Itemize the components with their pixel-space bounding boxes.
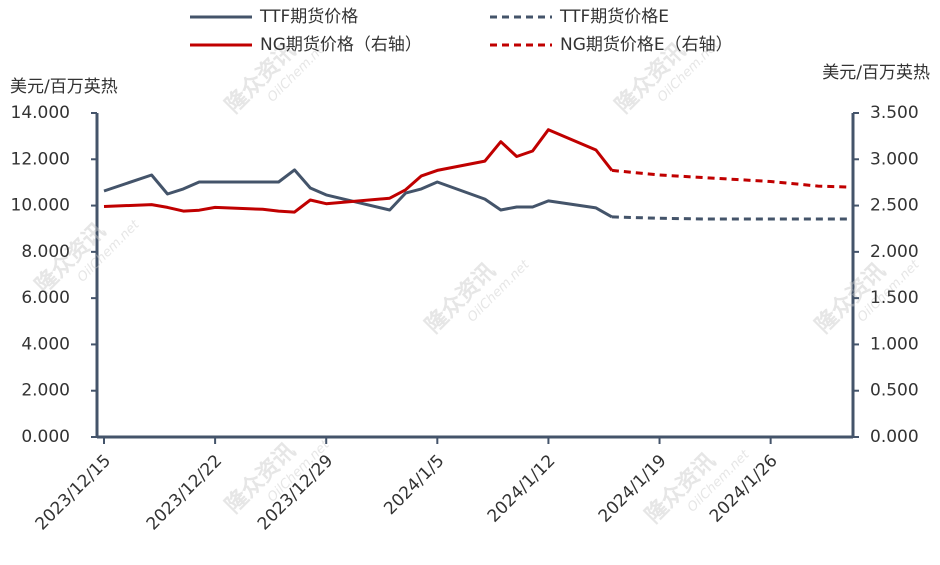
y2-tick-label: 2.000 (870, 242, 919, 262)
x-tick-label: 2023/12/22 (143, 451, 226, 534)
x-tick-label: 2023/12/15 (32, 451, 115, 534)
y2-tick-label: 1.500 (870, 288, 919, 308)
y2-tick-label: 1.000 (870, 334, 919, 354)
y2-axis-title: 美元/百万英热 (822, 63, 930, 83)
y-tick-label: 6.000 (21, 288, 70, 308)
series-line (103, 128, 614, 214)
y-tick-label: 0.000 (21, 427, 70, 447)
y-tick-label: 8.000 (21, 242, 70, 262)
series-line (611, 168, 851, 189)
legend-label: TTF期货价格 (259, 7, 358, 27)
x-tick-label: 2024/1/12 (484, 451, 560, 527)
x-tick-label: 2024/1/5 (380, 451, 448, 519)
y-tick-label: 4.000 (21, 334, 70, 354)
y-axis-title: 美元/百万英热 (10, 77, 118, 97)
legend-label: NG期货价格（右轴） (260, 35, 422, 55)
y-tick-label: 10.000 (11, 196, 70, 216)
y2-tick-label: 0.000 (870, 427, 919, 447)
legend-label: TTF期货价格E (559, 7, 669, 27)
legend-label: NG期货价格E（右轴） (560, 35, 733, 55)
series-line (611, 215, 850, 221)
y-tick-label: 12.000 (11, 149, 70, 169)
y2-tick-label: 2.500 (870, 196, 919, 216)
y2-tick-label: 0.500 (870, 381, 919, 401)
y-tick-label: 14.000 (11, 103, 70, 123)
y-tick-label: 2.000 (21, 381, 70, 401)
y2-tick-label: 3.000 (870, 149, 919, 169)
y2-tick-label: 3.500 (870, 103, 919, 123)
